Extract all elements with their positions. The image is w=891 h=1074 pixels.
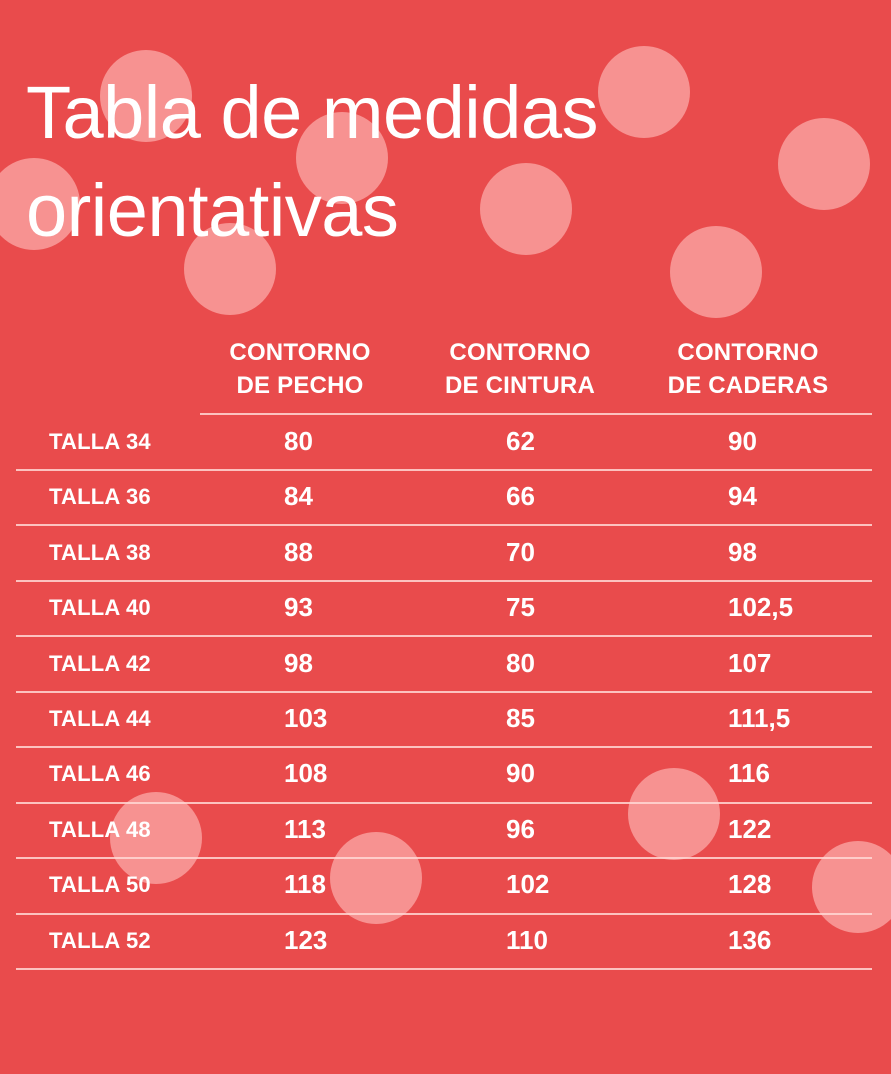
pecho-value: 108 xyxy=(284,758,328,788)
table-row: TALLA 46 108 90 116 xyxy=(16,746,872,801)
size-label: TALLA 40 xyxy=(49,595,151,620)
table-row: TALLA 36 84 66 94 xyxy=(16,469,872,524)
cintura-value: 70 xyxy=(506,537,535,567)
table-row: TALLA 52 123 110 136 xyxy=(16,913,872,968)
header-line: DE PECHO xyxy=(236,372,364,399)
row-divider xyxy=(16,691,872,693)
decorative-dot xyxy=(778,118,870,210)
header-line: CONTORNO xyxy=(229,339,371,366)
decorative-dot xyxy=(330,832,422,924)
table-row: TALLA 34 80 62 90 xyxy=(16,414,872,469)
title-line: Tabla de medidas xyxy=(26,71,599,154)
pecho-value: 93 xyxy=(284,592,313,622)
row-divider xyxy=(16,580,872,582)
row-divider xyxy=(16,469,872,471)
table-row: TALLA 42 98 80 107 xyxy=(16,636,872,691)
header-contorno-caderas: CONTORNO DE CADERAS xyxy=(648,336,848,402)
page-title: Tabla de medidas orientativas xyxy=(26,64,599,260)
size-label: TALLA 42 xyxy=(49,651,151,676)
caderas-value: 94 xyxy=(728,481,757,511)
cintura-value: 102 xyxy=(506,869,550,899)
size-label: TALLA 48 xyxy=(49,817,151,842)
row-divider xyxy=(16,968,872,970)
caderas-value: 128 xyxy=(728,869,772,899)
row-divider xyxy=(16,524,872,526)
size-label: TALLA 36 xyxy=(49,484,151,509)
row-divider xyxy=(16,857,872,859)
decorative-dot xyxy=(628,768,720,860)
header-line: CONTORNO xyxy=(677,339,819,366)
pecho-value: 113 xyxy=(284,814,326,844)
caderas-value: 111,5 xyxy=(728,703,791,733)
caderas-value: 116 xyxy=(728,758,770,788)
header-line: DE CINTURA xyxy=(445,372,595,399)
header-contorno-pecho: CONTORNO DE PECHO xyxy=(200,336,400,402)
cintura-value: 75 xyxy=(506,592,535,622)
cintura-value: 90 xyxy=(506,758,535,788)
cintura-value: 85 xyxy=(506,703,535,733)
decorative-dot xyxy=(480,163,572,255)
row-divider xyxy=(16,746,872,748)
caderas-value: 102,5 xyxy=(728,592,794,622)
decorative-dot xyxy=(598,46,690,138)
header-line: DE CADERAS xyxy=(667,372,829,399)
header-divider xyxy=(200,413,872,415)
header-line: CONTORNO xyxy=(449,339,591,366)
cintura-value: 96 xyxy=(506,814,535,844)
size-label: TALLA 50 xyxy=(49,872,151,897)
row-divider xyxy=(16,635,872,637)
cintura-value: 110 xyxy=(506,925,548,955)
pecho-value: 103 xyxy=(284,703,328,733)
caderas-value: 136 xyxy=(728,925,772,955)
table-row: TALLA 40 93 75 102,5 xyxy=(16,580,872,635)
pecho-value: 84 xyxy=(284,481,313,511)
pecho-value: 123 xyxy=(284,925,328,955)
row-divider xyxy=(16,913,872,915)
size-label: TALLA 34 xyxy=(49,429,151,454)
decorative-dot xyxy=(110,792,202,884)
cintura-value: 62 xyxy=(506,426,535,456)
table-row: TALLA 38 88 70 98 xyxy=(16,525,872,580)
caderas-value: 122 xyxy=(728,814,772,844)
pecho-value: 80 xyxy=(284,426,313,456)
size-label: TALLA 52 xyxy=(49,928,151,953)
size-label: TALLA 38 xyxy=(49,540,151,565)
caderas-value: 90 xyxy=(728,426,757,456)
caderas-value: 107 xyxy=(728,648,772,678)
pecho-value: 118 xyxy=(284,869,326,899)
title-line: orientativas xyxy=(26,169,399,252)
decorative-dot xyxy=(0,158,80,250)
table-row: TALLA 48 113 96 122 xyxy=(16,802,872,857)
decorative-dot xyxy=(296,112,388,204)
cintura-value: 80 xyxy=(506,648,535,678)
row-divider xyxy=(16,802,872,804)
decorative-dot xyxy=(100,50,192,142)
caderas-value: 98 xyxy=(728,537,757,567)
header-contorno-cintura: CONTORNO DE CINTURA xyxy=(420,336,620,402)
size-label: TALLA 44 xyxy=(49,706,151,731)
pecho-value: 98 xyxy=(284,648,313,678)
decorative-dot xyxy=(670,226,762,318)
table-row: TALLA 50 118 102 128 xyxy=(16,857,872,912)
size-label: TALLA 46 xyxy=(49,761,151,786)
decorative-dot xyxy=(812,841,891,933)
pecho-value: 88 xyxy=(284,537,313,567)
table-row: TALLA 44 103 85 111,5 xyxy=(16,691,872,746)
decorative-dot xyxy=(184,223,276,315)
cintura-value: 66 xyxy=(506,481,535,511)
